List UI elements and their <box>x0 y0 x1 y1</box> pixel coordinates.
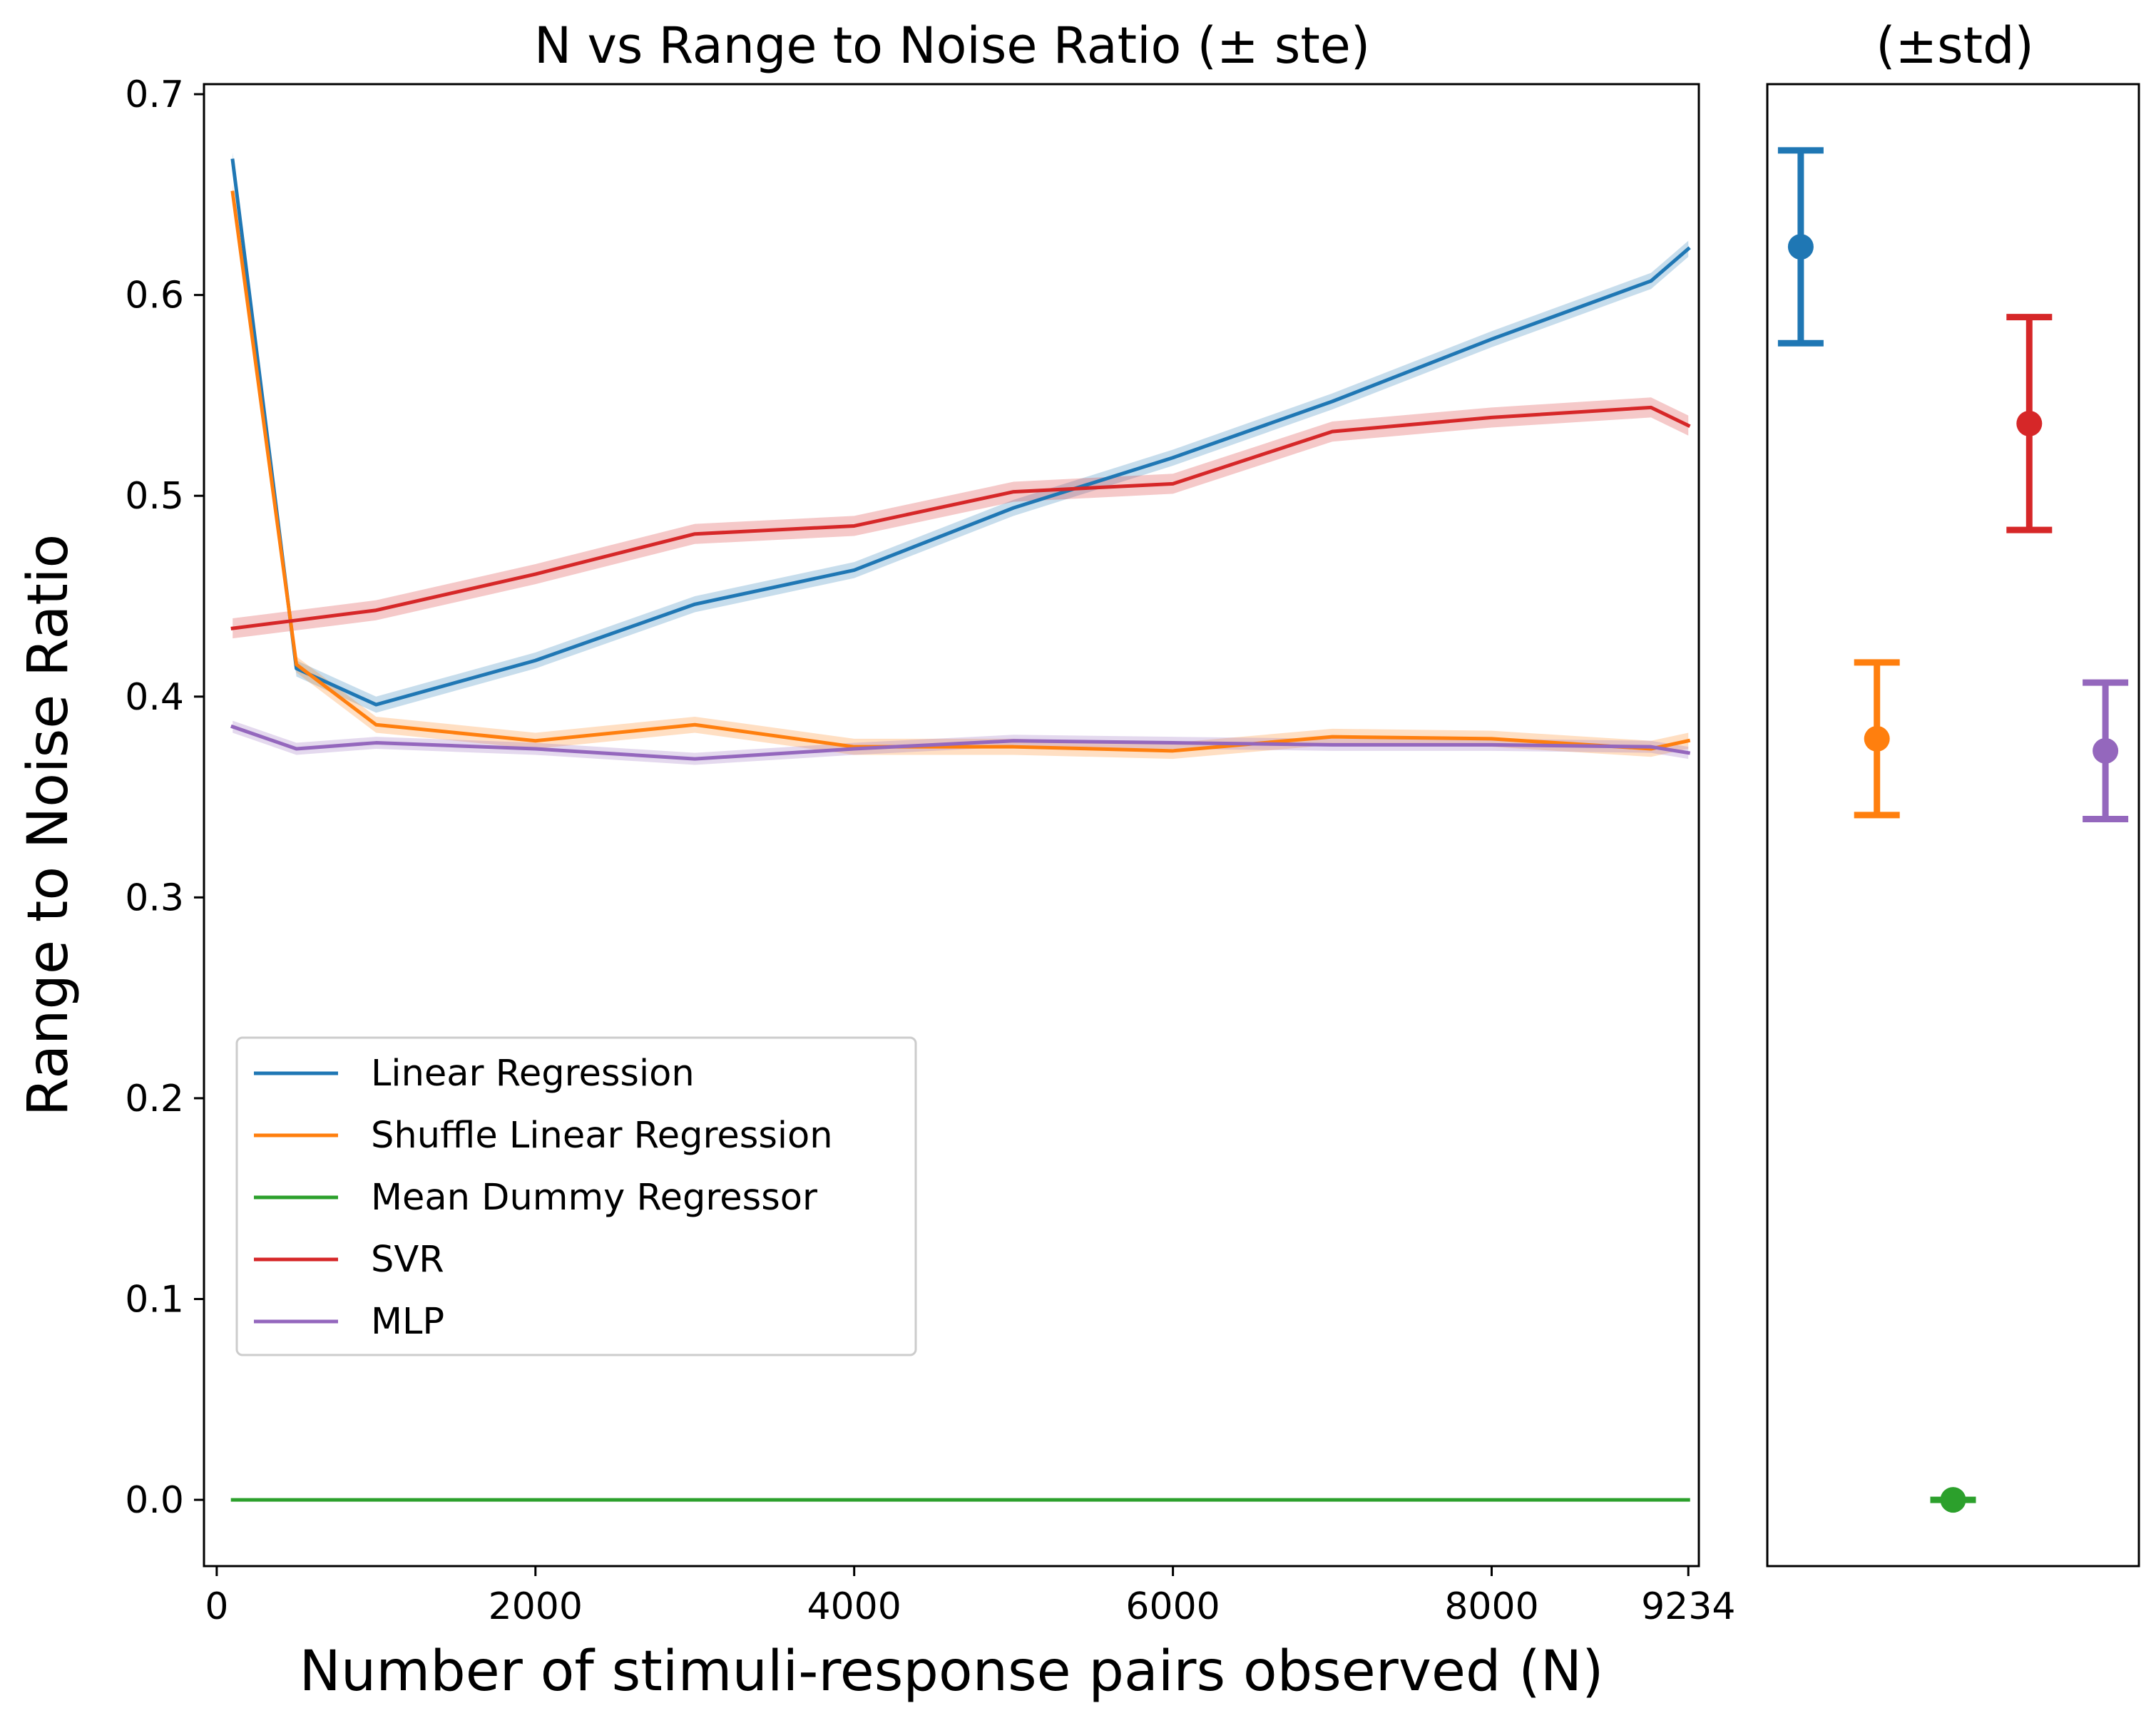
linear-regression-mean-point <box>1787 234 1814 260</box>
mean-dummy-regressor-legend-label: Mean Dummy Regressor <box>371 1177 817 1219</box>
side-plot-frame <box>1766 83 2140 1568</box>
svr-line <box>230 405 1691 630</box>
legend-box <box>235 1036 917 1356</box>
x-tick-label: 9234 <box>1641 1585 1735 1628</box>
svr-band <box>233 397 1689 639</box>
mlp-mean-point <box>2093 737 2119 764</box>
x-axis-label: Number of stimuli-response pairs observe… <box>299 1640 1603 1704</box>
y-tick-label: 0.4 <box>125 676 184 719</box>
y-tick-label: 0.7 <box>125 73 184 116</box>
legend-entries: Linear Regression Shuffle Linear Regressi… <box>254 1053 833 1343</box>
linear-regression-band <box>233 152 1689 713</box>
mlp-line <box>230 724 1691 761</box>
svr-mean-point <box>2016 410 2043 436</box>
x-axis-ticks: 0 2000 4000 6000 8000 9234 <box>205 1566 1735 1628</box>
shuffle-linear-regression-legend-label: Shuffle Linear Regression <box>371 1115 833 1157</box>
shuffle-linear-regression-mean-point <box>1864 725 1890 752</box>
y-tick-label: 0.2 <box>125 1078 184 1120</box>
mean-dummy-regressor-mean-point <box>1940 1487 1966 1513</box>
main-plot-area <box>203 83 1700 1568</box>
shuffle-linear-regression-line <box>230 190 1691 753</box>
x-tick-label: 0 <box>205 1585 228 1628</box>
legend: Linear Regression Shuffle Linear Regressi… <box>235 1036 917 1356</box>
errorbar-marks <box>1777 147 2129 1513</box>
y-tick-label: 0.5 <box>125 475 184 518</box>
linear-regression-legend-label: Linear Regression <box>371 1053 695 1095</box>
x-tick-label: 6000 <box>1125 1585 1220 1628</box>
y-axis-label: Range to Noise Ratio <box>16 534 81 1117</box>
svr-legend-label: SVR <box>371 1239 444 1281</box>
side-chart-title: (±std) <box>1876 16 2034 75</box>
main-plot-frame <box>203 83 1700 1568</box>
x-tick-label: 8000 <box>1444 1585 1538 1628</box>
confidence-bands <box>233 152 1689 765</box>
y-tick-label: 0.0 <box>125 1479 184 1522</box>
y-tick-label: 0.6 <box>125 275 184 317</box>
main-chart-title: N vs Range to Noise Ratio (± ste) <box>534 16 1370 75</box>
mlp-legend-label: MLP <box>371 1301 444 1343</box>
linear-regression-line <box>230 158 1691 707</box>
shuffle-linear-regression-band <box>233 184 1689 760</box>
y-axis-ticks: 0.0 0.1 0.2 0.3 0.4 0.5 0.6 0.7 <box>125 73 204 1522</box>
y-tick-label: 0.3 <box>125 876 184 919</box>
x-tick-label: 4000 <box>807 1585 901 1628</box>
y-tick-label: 0.1 <box>125 1279 184 1321</box>
series-lines <box>230 158 1691 1502</box>
x-tick-label: 2000 <box>489 1585 583 1628</box>
